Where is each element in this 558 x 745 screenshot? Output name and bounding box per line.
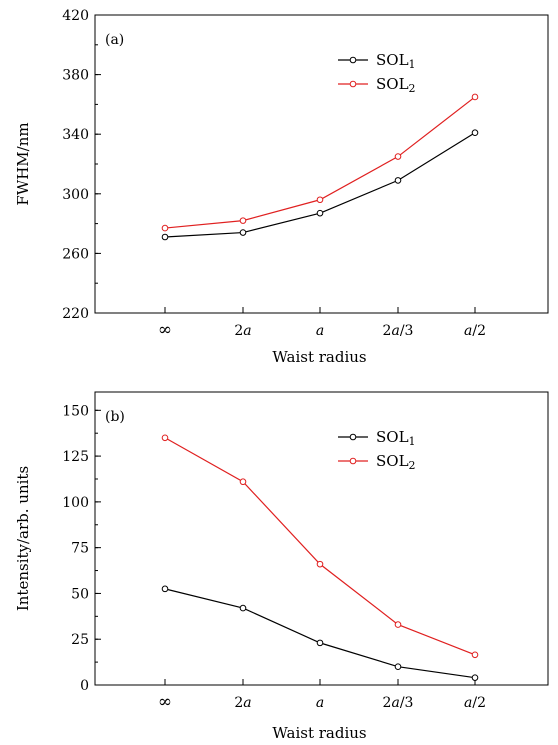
- data-point-sol1: [394, 177, 402, 184]
- x-tick-label: a: [316, 695, 324, 711]
- data-point-sol1: [239, 604, 247, 612]
- data-point-sol2: [316, 196, 324, 204]
- data-point-sol1: [316, 209, 324, 217]
- data-point-sol2: [239, 478, 247, 486]
- series-line-sol1: [164, 588, 476, 679]
- x-tick-label: ∞: [158, 692, 172, 712]
- x-tick-label: 2a/3: [383, 323, 414, 339]
- plot-frame: [94, 391, 549, 686]
- y-tick-label: 150: [62, 403, 89, 419]
- data-point-sol2: [471, 651, 479, 659]
- chart-panel-a: 220 260 300 340 380 420 ∞ 2a a 2a/3 a/2 Waist radiu…: [14, 8, 549, 366]
- y-tick-label: 100: [62, 495, 89, 511]
- data-point-sol1: [394, 663, 402, 670]
- data-point-sol1: [239, 229, 247, 236]
- data-point-sol1: [161, 585, 169, 593]
- chart-panel-b: 0 25 50 75 100 125 150 ∞ 2a a 2a/3 a/2 Waist radius I…: [14, 391, 549, 742]
- data-point-sol1: [161, 233, 169, 241]
- data-point-sol2: [316, 560, 324, 568]
- y-tick-label: 220: [62, 306, 89, 322]
- plot-frame: [94, 14, 549, 314]
- data-point-sol2: [394, 153, 402, 160]
- data-point-sol2: [161, 434, 169, 442]
- x-tick-label: a/2: [464, 695, 486, 711]
- y-tick-label: 125: [62, 449, 89, 465]
- y-tick-label: 300: [62, 187, 89, 203]
- x-tick-label: 2a: [234, 323, 251, 339]
- y-tick-label: 340: [62, 127, 89, 143]
- legend-marker: [349, 457, 357, 465]
- series-line-sol2: [164, 437, 476, 656]
- y-axis-label: FWHM/nm: [14, 122, 32, 205]
- y-tick-label: 260: [62, 246, 89, 262]
- x-tick-label: 2a/3: [383, 695, 414, 711]
- data-point-sol2: [161, 224, 169, 232]
- legend-marker: [349, 56, 357, 64]
- y-tick-label: 380: [62, 68, 89, 84]
- series-line-sol2: [164, 96, 476, 229]
- y-axis-label: Intensity/arb. units: [14, 466, 32, 611]
- y-tick-label: 50: [71, 586, 89, 602]
- y-tick-label: 25: [71, 632, 89, 648]
- x-tick-label: a/2: [464, 323, 486, 339]
- data-point-sol1: [471, 674, 479, 681]
- x-tick-label: ∞: [158, 320, 172, 340]
- legend-entry-sol1: SOL1: [376, 51, 416, 71]
- data-point-sol2: [394, 621, 402, 628]
- x-axis-label: Waist radius: [272, 724, 366, 742]
- legend-marker: [349, 433, 357, 441]
- legend-entry-sol2: SOL2: [376, 75, 416, 95]
- legend-entry-sol1: SOL1: [376, 428, 416, 448]
- data-point-sol1: [471, 129, 479, 137]
- data-point-sol2: [239, 217, 247, 224]
- y-tick-label: 75: [71, 541, 89, 557]
- y-tick-label: 0: [80, 678, 89, 694]
- legend-entry-sol2: SOL2: [376, 452, 416, 472]
- panel-label: (a): [105, 32, 124, 48]
- series-line-sol1: [164, 132, 476, 238]
- x-axis-label: Waist radius: [272, 348, 366, 366]
- y-tick-label: 420: [62, 8, 89, 24]
- panel-label: (b): [105, 409, 125, 425]
- x-tick-label: a: [316, 323, 324, 339]
- data-point-sol1: [316, 639, 324, 647]
- legend-marker: [349, 80, 357, 88]
- x-tick-label: 2a: [234, 695, 251, 711]
- data-point-sol2: [471, 93, 479, 101]
